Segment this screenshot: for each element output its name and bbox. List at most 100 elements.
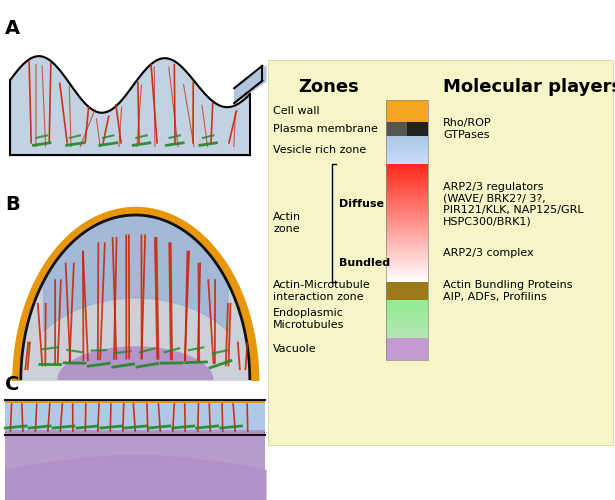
Bar	[386, 274, 428, 275]
Bar	[386, 155, 428, 156]
Bar	[386, 138, 428, 139]
Bar	[386, 249, 428, 250]
Bar	[386, 159, 428, 160]
Bar	[386, 158, 428, 159]
Bar	[386, 321, 428, 322]
Bar	[386, 166, 428, 167]
Bar	[386, 265, 428, 266]
Bar	[386, 174, 428, 175]
Ellipse shape	[57, 346, 213, 414]
Bar	[386, 312, 428, 313]
Bar	[386, 100, 428, 360]
Bar	[386, 243, 428, 244]
Bar	[386, 231, 428, 232]
Text: Cell wall: Cell wall	[273, 106, 320, 116]
Bar	[386, 147, 428, 148]
Bar	[386, 262, 428, 263]
Bar	[386, 261, 428, 262]
Bar	[386, 224, 428, 225]
Bar	[386, 203, 428, 204]
Bar	[386, 179, 428, 180]
Bar	[386, 255, 428, 256]
Bar	[386, 232, 428, 233]
Bar	[386, 173, 428, 174]
Bar	[386, 182, 428, 183]
FancyBboxPatch shape	[268, 60, 613, 445]
Bar	[386, 189, 428, 190]
Bar	[386, 270, 428, 271]
Bar	[386, 196, 428, 197]
Bar	[386, 180, 428, 181]
Bar	[386, 209, 428, 210]
Bar	[386, 214, 428, 215]
Bar	[386, 222, 428, 223]
Bar	[386, 122, 428, 136]
Bar	[386, 304, 428, 305]
Bar	[386, 276, 428, 277]
Bar	[386, 240, 428, 241]
Bar	[386, 256, 428, 257]
Bar	[386, 178, 428, 179]
Text: ARP2/3 complex: ARP2/3 complex	[443, 248, 534, 258]
Bar	[386, 193, 428, 194]
Bar	[386, 319, 428, 320]
Text: Rho/ROP
GTPases: Rho/ROP GTPases	[443, 118, 491, 140]
Bar	[386, 122, 407, 136]
Bar	[386, 205, 428, 206]
Bar	[386, 153, 428, 154]
Bar	[386, 334, 428, 335]
Bar	[386, 303, 428, 304]
Bar	[386, 310, 428, 311]
Bar	[386, 188, 428, 189]
Bar	[386, 327, 428, 328]
Bar	[386, 213, 428, 214]
Bar	[386, 313, 428, 314]
Text: Diffuse: Diffuse	[339, 199, 384, 209]
Text: A: A	[5, 18, 20, 38]
Bar	[386, 139, 428, 140]
Bar	[386, 149, 428, 150]
Bar	[386, 332, 428, 333]
Bar	[386, 168, 428, 169]
Bar	[386, 280, 428, 281]
Bar	[386, 167, 428, 168]
Bar	[386, 192, 428, 193]
Bar	[386, 273, 428, 274]
Bar	[386, 230, 428, 231]
Bar	[386, 170, 428, 171]
Bar	[386, 145, 428, 146]
Text: Actin-Microtubule
interaction zone: Actin-Microtubule interaction zone	[273, 280, 371, 302]
Bar	[386, 152, 428, 153]
Bar	[386, 169, 428, 170]
Bar	[386, 250, 428, 251]
Bar	[386, 160, 428, 161]
Bar	[386, 197, 428, 198]
Bar	[386, 323, 428, 324]
Bar	[386, 210, 428, 211]
Bar	[386, 309, 428, 310]
Bar	[386, 337, 428, 338]
Bar	[386, 215, 428, 216]
Bar	[386, 268, 428, 269]
Bar	[386, 221, 428, 222]
Bar	[386, 279, 428, 280]
Bar	[386, 163, 428, 164]
Bar	[386, 161, 428, 162]
Bar	[386, 263, 428, 264]
Bar	[386, 269, 428, 270]
Text: C: C	[5, 375, 20, 394]
Bar	[386, 137, 428, 138]
Bar	[386, 252, 428, 253]
Bar	[386, 234, 428, 235]
Bar	[386, 254, 428, 255]
Bar	[386, 271, 428, 272]
Bar	[386, 315, 428, 316]
Bar	[386, 267, 428, 268]
Bar	[386, 305, 428, 306]
Bar	[386, 239, 428, 240]
Bar	[386, 278, 428, 279]
Bar	[386, 300, 428, 301]
Bar	[386, 248, 428, 249]
Bar	[386, 235, 428, 236]
Bar	[386, 185, 428, 186]
